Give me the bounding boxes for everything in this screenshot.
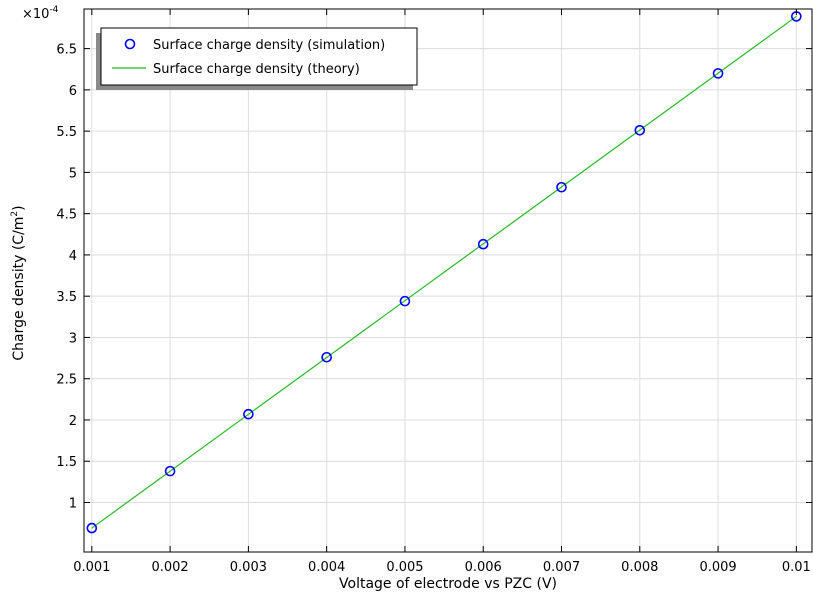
y-tick-label: 3.5 xyxy=(56,290,77,305)
simulation-point xyxy=(164,465,176,477)
x-tick-label: 0.001 xyxy=(73,560,110,575)
simulation-point xyxy=(712,68,724,79)
y-tick-label: 4.5 xyxy=(56,208,77,223)
simulation-point xyxy=(321,351,332,363)
simulation-point xyxy=(556,181,567,193)
x-tick-label: 0.008 xyxy=(621,560,658,575)
plot-frame xyxy=(83,8,813,553)
x-tick-label: 0.006 xyxy=(465,560,502,575)
simulation-point xyxy=(477,238,489,250)
x-tick-label: 0.005 xyxy=(386,560,423,575)
x-tick-label: 0.003 xyxy=(230,560,267,575)
x-tick-label: 0.007 xyxy=(543,560,580,575)
legend-label-simulation: Surface charge density (simulation) xyxy=(153,38,385,53)
legend: Surface charge density (simulation) Surf… xyxy=(96,27,418,90)
y-tick-label: 6.5 xyxy=(56,43,77,58)
simulation-point xyxy=(243,408,254,420)
x-axis-label: Voltage of electrode vs PZC (V) xyxy=(339,576,557,592)
axes: 0.001 0.002 0.003 0.004 0.005 0.006 0.007 0.008… xyxy=(56,9,812,575)
y-tick-label: 2.5 xyxy=(56,373,77,388)
legend-box xyxy=(100,27,418,86)
y-multiplier: ×10-4 xyxy=(22,5,59,22)
x-tick-label: 0.01 xyxy=(782,560,811,575)
x-tick-label: 0.009 xyxy=(699,560,736,575)
y-axis-label: Charge density (C/m2) xyxy=(10,205,27,360)
y-tick-label: 6 xyxy=(69,84,77,99)
legend-marker-simulation xyxy=(124,38,136,50)
legend-label-theory: Surface charge density (theory) xyxy=(153,62,360,77)
y-tick-label: 5.5 xyxy=(56,125,77,140)
series-layer xyxy=(86,11,802,534)
y-tick-label: 4 xyxy=(69,249,77,264)
y-tick-label: 3 xyxy=(69,331,77,346)
theory-line xyxy=(91,15,797,529)
simulation-point xyxy=(399,295,411,307)
y-tick-label: 5 xyxy=(69,166,77,181)
y-tick-label: 1 xyxy=(69,496,77,511)
simulation-point xyxy=(634,125,646,136)
simulation-point xyxy=(86,522,98,534)
y-tick-label: 1.5 xyxy=(56,455,77,470)
y-tick-label: 2 xyxy=(69,414,77,429)
x-tick-label: 0.004 xyxy=(308,560,345,575)
plot-background xyxy=(84,9,812,552)
x-tick-label: 0.002 xyxy=(151,560,188,575)
grid xyxy=(84,9,812,552)
